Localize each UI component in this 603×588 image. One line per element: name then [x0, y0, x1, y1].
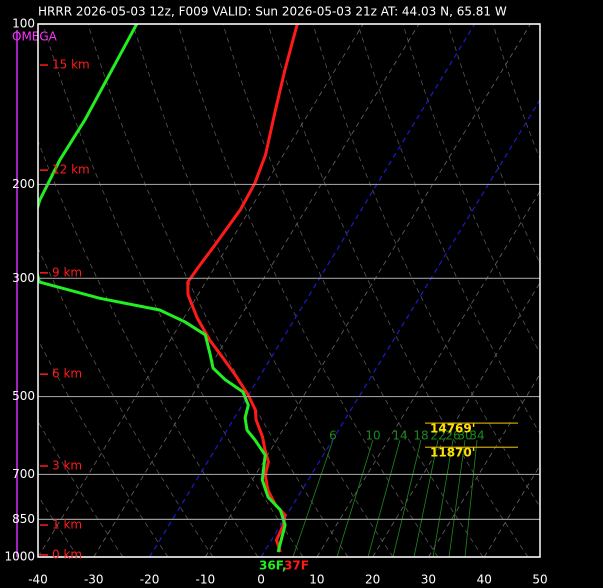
x-tick-label: -30: [84, 573, 104, 587]
surface-dewpoint-label: 36F,: [259, 559, 287, 573]
x-tick-label: 10: [309, 573, 324, 587]
height-label: 1 km: [52, 518, 82, 532]
y-tick-label: 850: [12, 512, 35, 526]
omega-label: OMEGA: [12, 30, 58, 44]
mixing-ratio-label: 10: [365, 429, 380, 443]
mixing-ratio-label: 14: [392, 429, 407, 443]
height-label: 15 km: [52, 58, 90, 72]
mixing-ratio-line: [336, 439, 374, 557]
mixing-ratio-line: [432, 439, 454, 557]
annotation-label: 11870': [430, 446, 475, 460]
mixing-ratio-label: 26: [445, 429, 460, 443]
mixing-ratio-line: [367, 439, 401, 557]
y-tick-label: 700: [12, 467, 35, 481]
adiabat: [492, 24, 540, 161]
height-label: 0 km: [52, 547, 82, 561]
y-tick-label: 1000: [4, 550, 35, 564]
y-tick-label: 500: [12, 389, 35, 403]
adiabat: [402, 24, 540, 355]
height-label: 12 km: [52, 163, 90, 177]
height-label: 3 km: [52, 459, 82, 473]
y-tick-label: 200: [12, 177, 35, 191]
x-tick-label: 0: [257, 573, 265, 587]
surface-temperature-label: 37F: [284, 559, 309, 573]
mixing-ratio-label: 18: [413, 429, 428, 443]
x-tick-label: -20: [140, 573, 160, 587]
plot-area: [38, 24, 540, 557]
adiabat: [312, 24, 540, 508]
x-tick-label: -40: [28, 573, 48, 587]
mixing-ratio-label: 30: [457, 429, 472, 443]
adiabat: [357, 24, 540, 435]
x-tick-label: 30: [421, 573, 436, 587]
x-tick-label: 40: [477, 573, 492, 587]
plot-frame: [37, 23, 541, 558]
profile-line: [38, 24, 287, 553]
adiabat: [42, 24, 304, 557]
height-label: 6 km: [52, 367, 82, 381]
x-tick-label: 20: [365, 573, 380, 587]
mixing-ratio-label: 6: [329, 429, 337, 443]
mixing-ratio-line: [448, 439, 466, 557]
mixing-ratio-line: [392, 439, 422, 557]
x-tick-label: 50: [532, 573, 547, 587]
mixing-ratio-line: [413, 439, 439, 557]
adiabat: [267, 24, 529, 557]
mixing-ratio-label: 22: [430, 429, 445, 443]
adiabat: [447, 24, 540, 265]
chart-title: HRRR 2026-05-03 12z, F009 VALID: Sun 202…: [38, 5, 507, 19]
adiabat: [38, 247, 214, 557]
y-tick-label: 100: [12, 17, 35, 31]
adiabat: [177, 24, 439, 557]
adiabat: [38, 139, 259, 557]
mixing-ratio-line: [292, 439, 334, 557]
height-label: 9 km: [52, 265, 82, 279]
adiabat: [132, 24, 394, 557]
annotation-label: 14769': [430, 422, 475, 436]
x-tick-label: -10: [196, 573, 216, 587]
y-tick-label: 300: [12, 271, 35, 285]
adiabat: [87, 24, 349, 557]
mixing-ratio-label: 34: [469, 429, 484, 443]
mixing-ratio-line: [464, 439, 478, 557]
adiabat: [222, 24, 484, 557]
